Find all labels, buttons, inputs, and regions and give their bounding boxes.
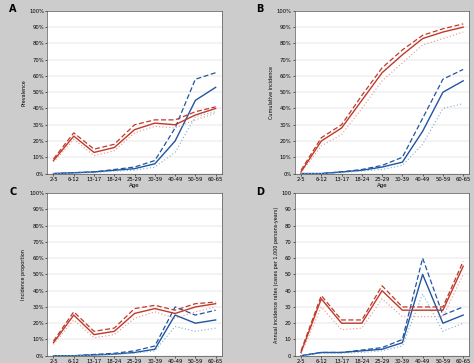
- Legend: Diabetes (All), Diabetes (Non-Whites), Diabetes (Whites), Obese (All), Obese (No: Diabetes (All), Diabetes (Non-Whites), D…: [64, 224, 205, 236]
- X-axis label: Age: Age: [377, 183, 387, 188]
- Text: D: D: [256, 187, 264, 197]
- Y-axis label: Cumulative incidence: Cumulative incidence: [269, 66, 273, 119]
- Text: B: B: [256, 4, 264, 15]
- Text: A: A: [9, 4, 17, 15]
- Text: C: C: [9, 187, 16, 197]
- Y-axis label: Incidence proportion: Incidence proportion: [21, 249, 26, 300]
- X-axis label: Age: Age: [129, 183, 140, 188]
- Y-axis label: Annual incidence rates (cases per 1,000 persons-years): Annual incidence rates (cases per 1,000 …: [273, 206, 279, 343]
- Legend: Diabetes (All), Diabetes (Non-Whites), Diabetes (Whites), Obese (All), Obese (No: Diabetes (All), Diabetes (Non-Whites), D…: [311, 224, 453, 236]
- Y-axis label: Prevalence: Prevalence: [21, 79, 26, 106]
